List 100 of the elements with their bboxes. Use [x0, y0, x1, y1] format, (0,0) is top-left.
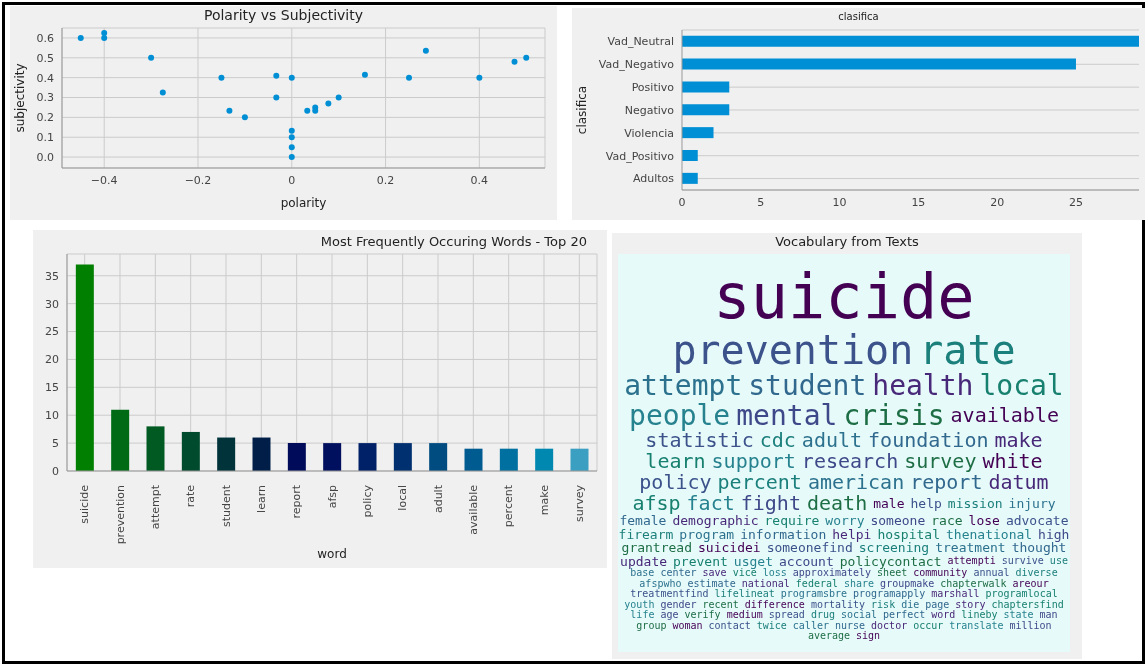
text: helpi: [832, 526, 872, 542]
y-tick-label: 0.4: [36, 71, 54, 85]
x-tick-label: available: [466, 484, 480, 535]
y-tick-label: 0.1: [36, 131, 54, 145]
text: loss: [762, 567, 787, 579]
text: center: [660, 567, 697, 579]
text: grantread: [621, 540, 692, 556]
text: approximately: [792, 567, 872, 579]
text: high: [1038, 526, 1070, 542]
text: youth: [624, 598, 655, 611]
text: verify: [684, 609, 721, 621]
text: worry: [825, 512, 865, 528]
text: attempti: [947, 555, 996, 567]
text: sign: [856, 630, 881, 642]
text: woman: [672, 619, 703, 632]
text: groupmake: [880, 577, 935, 590]
bar: [535, 448, 554, 471]
y-tick-label: 0: [52, 464, 59, 478]
x-tick-label: 20: [990, 195, 1005, 209]
bar: [429, 443, 448, 471]
text: doctor: [871, 619, 908, 631]
x-tick-label: report: [290, 484, 304, 519]
text: someone: [870, 512, 926, 528]
text: page: [925, 598, 950, 610]
text: programsbre: [780, 588, 848, 600]
bar: [146, 426, 165, 471]
text: age: [660, 609, 679, 621]
y-tick-label: Vad_Positivo: [605, 149, 675, 163]
bar: [570, 448, 589, 471]
y-tick-label: 25: [45, 325, 59, 339]
x-tick-label: 5: [757, 195, 765, 209]
bar: [682, 172, 698, 184]
text: annual: [973, 567, 1010, 579]
point: [273, 72, 280, 79]
text: national: [741, 577, 790, 589]
point: [288, 154, 295, 161]
text: chapterwalk: [940, 577, 1007, 590]
x-tick-label: local: [396, 485, 410, 511]
text: mission: [947, 495, 1003, 511]
x-tick-label: 10: [832, 195, 847, 209]
text: areour: [1012, 577, 1049, 589]
text: female: [619, 512, 667, 528]
text: thought: [1011, 540, 1067, 556]
x-axis-title: polarity: [280, 195, 327, 210]
bar: [499, 448, 518, 471]
x-tick-label: −0.4: [90, 173, 118, 187]
x-tick-label: 0: [288, 173, 296, 187]
x-tick-label: rate: [184, 484, 198, 508]
x-tick-label: 15: [911, 195, 926, 209]
point: [226, 107, 233, 114]
y-tick-label: Negativo: [624, 103, 675, 117]
text: account: [779, 553, 834, 569]
y-tick-label: 0.0: [36, 150, 54, 164]
x-tick-label: prevention: [113, 484, 127, 545]
text: diverse: [1015, 567, 1058, 579]
text: lifelineat: [714, 588, 775, 600]
y-tick-label: 30: [45, 297, 59, 311]
text: medium: [726, 609, 763, 621]
text: man: [1039, 609, 1058, 621]
bar: [682, 81, 730, 93]
text: mortality: [810, 598, 866, 611]
x-axis-title: word: [317, 546, 347, 561]
text: fight: [740, 490, 801, 515]
x-tick-label: −0.2: [184, 173, 212, 187]
bar: [464, 448, 483, 471]
point: [218, 74, 225, 81]
point: [288, 74, 295, 81]
text: survive: [1001, 555, 1044, 567]
text: perfect: [883, 609, 926, 621]
x-tick-label: survey: [572, 484, 586, 523]
point: [304, 107, 311, 114]
text: occur: [913, 619, 944, 632]
point: [148, 54, 155, 61]
y-tick-label: Violencia: [624, 126, 674, 140]
bar: [682, 35, 1139, 47]
text: vice: [732, 567, 757, 579]
x-tick-label: learn: [254, 484, 268, 513]
text: someonefind: [766, 540, 853, 556]
text: sheet: [877, 567, 908, 579]
point: [476, 74, 483, 81]
text: treatment: [935, 540, 1006, 556]
x-tick-label: make: [537, 484, 551, 516]
text: group: [636, 619, 667, 632]
text: state: [1003, 609, 1034, 621]
x-tick-label: 25: [1068, 195, 1083, 209]
text: save: [702, 567, 727, 579]
text: estimate: [687, 577, 736, 589]
point: [77, 34, 84, 41]
x-tick-label: percent: [502, 484, 516, 528]
bar: [111, 409, 130, 471]
point: [288, 144, 295, 151]
text: available: [950, 402, 1059, 427]
y-tick-label: Adultos: [632, 172, 675, 186]
text: recent: [702, 598, 739, 610]
text: male: [873, 495, 905, 511]
text: translate: [949, 619, 1004, 632]
text: usget: [733, 553, 773, 569]
y-axis-title: subjectivity: [13, 63, 28, 133]
point: [422, 47, 429, 54]
bar: [287, 443, 306, 471]
